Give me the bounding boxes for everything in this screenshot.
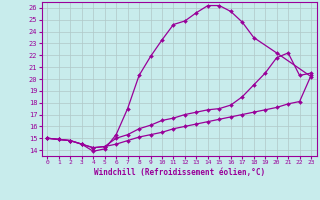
X-axis label: Windchill (Refroidissement éolien,°C): Windchill (Refroidissement éolien,°C) bbox=[94, 168, 265, 177]
